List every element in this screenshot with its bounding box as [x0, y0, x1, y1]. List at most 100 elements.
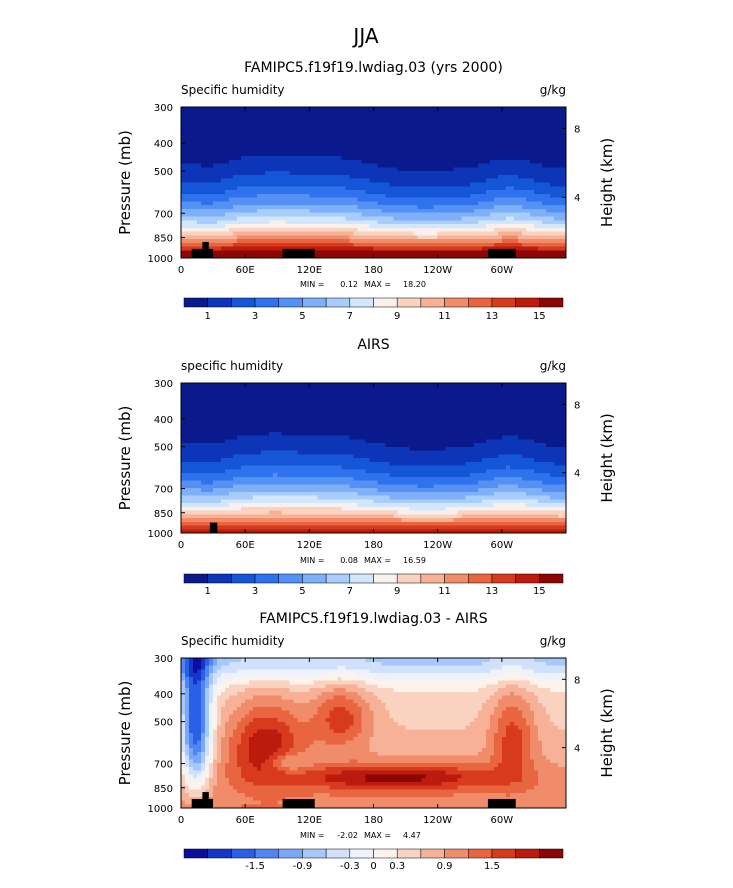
heatmap-cell — [205, 521, 210, 527]
heatmap-cell — [249, 450, 254, 455]
heatmap-cell — [201, 443, 206, 448]
heatmap-cell — [429, 231, 435, 236]
heatmap-cell — [473, 148, 479, 153]
heatmap-cell — [229, 220, 234, 225]
heatmap-cell — [529, 156, 535, 161]
heatmap-cell — [561, 107, 567, 112]
heatmap-cell — [481, 171, 487, 176]
heatmap-cell — [421, 239, 427, 244]
heatmap-cell — [205, 458, 210, 463]
heatmap-cell — [237, 476, 242, 482]
heatmap-cell — [365, 205, 371, 210]
heatmap-cell — [213, 431, 218, 437]
heatmap-cell — [193, 413, 198, 418]
heatmap-cell — [541, 137, 547, 142]
heatmap-cell — [257, 133, 262, 138]
heatmap-cell — [517, 171, 523, 176]
panel-title: FAMIPC5.f19f19.lwdiag.03 (yrs 2000) — [244, 60, 503, 76]
heatmap-cell — [357, 171, 363, 176]
heatmap-cell — [341, 186, 347, 191]
heatmap-cell — [433, 163, 439, 169]
heatmap-cell — [277, 439, 282, 444]
heatmap-cell — [389, 208, 395, 214]
heatmap-cell — [397, 167, 403, 172]
heatmap-cell — [293, 159, 298, 165]
heatmap-cell — [553, 239, 559, 244]
heatmap-cell — [405, 174, 411, 180]
heatmap-cell — [521, 201, 527, 206]
heatmap-cell — [305, 129, 310, 135]
heatmap-cell — [381, 163, 387, 169]
heatmap-cell — [357, 205, 363, 210]
heatmap-cell — [465, 137, 471, 142]
heatmap-cell — [509, 110, 515, 116]
heatmap-cell — [229, 224, 234, 229]
heatmap-cell — [249, 224, 254, 229]
heatmap-cell — [517, 133, 523, 138]
heatmap-cell — [457, 178, 463, 184]
heatmap-cell — [305, 182, 310, 187]
heatmap-cell — [457, 246, 463, 252]
heatmap-cell — [541, 224, 547, 229]
heatmap-cell — [189, 133, 194, 138]
heatmap-cell — [185, 216, 190, 221]
heatmap-cell — [221, 454, 226, 459]
heatmap-cell — [225, 503, 230, 508]
heatmap-cell — [245, 140, 250, 146]
heatmap-cell — [225, 129, 230, 135]
heatmap-cell — [465, 239, 471, 244]
heatmap-cell — [273, 125, 278, 131]
heatmap-cell — [541, 178, 547, 184]
heatmap-cell — [501, 144, 507, 150]
heatmap-cell — [441, 129, 447, 135]
heatmap-cell — [281, 174, 286, 180]
heatmap-cell — [237, 409, 242, 414]
heatmap-cell — [489, 193, 495, 199]
heatmap-cell — [465, 182, 471, 187]
heatmap-cell — [405, 246, 411, 252]
heatmap-cell — [469, 212, 475, 218]
heatmap-cell — [477, 167, 483, 172]
heatmap-cell — [433, 129, 439, 135]
heatmap-cell — [389, 193, 395, 199]
heatmap-cell — [201, 465, 206, 470]
heatmap-cell — [233, 506, 238, 512]
heatmap-cell — [517, 182, 523, 187]
heatmap-cell — [449, 107, 455, 112]
heatmap-cell — [201, 212, 206, 218]
heatmap-cell — [453, 242, 459, 248]
heatmap-cell — [213, 390, 218, 395]
heatmap-cell — [209, 424, 214, 429]
heatmap-cell — [213, 125, 218, 131]
heatmap-cell — [189, 182, 194, 187]
heatmap-cell — [245, 197, 250, 202]
panel-subtitle: Specific humidity — [181, 83, 285, 97]
heatmap-cell — [521, 193, 527, 199]
heatmap-cell — [357, 118, 363, 123]
heatmap-cell — [445, 239, 451, 244]
heatmap-cell — [517, 118, 523, 123]
heatmap-cell — [213, 514, 218, 519]
heatmap-cell — [485, 220, 491, 225]
heatmap-cell — [285, 156, 290, 161]
heatmap-cell — [253, 137, 258, 142]
heatmap-cell — [265, 525, 270, 530]
heatmap-cell — [221, 137, 226, 142]
heatmap-cell — [257, 242, 262, 248]
heatmap-cell — [345, 227, 351, 233]
heatmap-cell — [281, 401, 286, 407]
heatmap-cell — [353, 239, 359, 244]
heatmap-cell — [317, 156, 322, 161]
heatmap-cell — [557, 190, 563, 195]
heatmap-cell — [281, 514, 286, 519]
heatmap-cell — [209, 114, 214, 119]
heatmap-cell — [265, 205, 270, 210]
heatmap-cell — [477, 159, 483, 165]
heatmap-cell — [213, 107, 218, 112]
heatmap-cell — [409, 148, 415, 153]
heatmap-cell — [461, 216, 467, 221]
heatmap-cell — [513, 148, 519, 153]
heatmap-cell — [369, 148, 375, 153]
heatmap-cell — [377, 156, 383, 161]
heatmap-cell — [229, 114, 234, 119]
